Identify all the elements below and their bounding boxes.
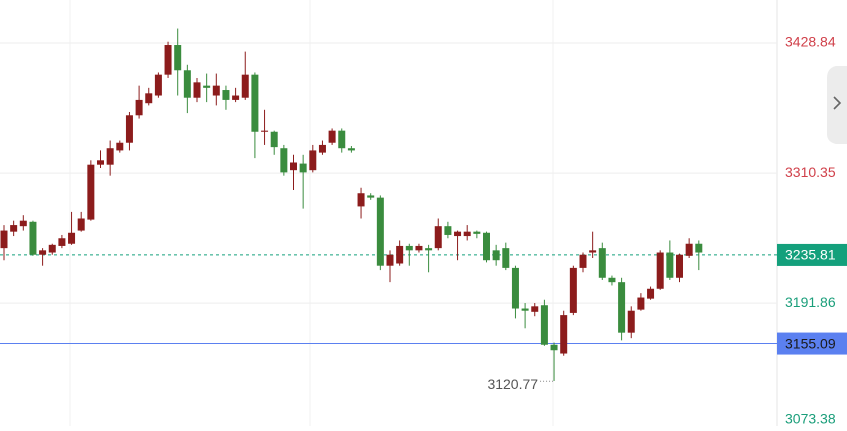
candle-body [434,226,442,249]
candle-body [116,142,124,151]
candle-body [10,225,18,232]
candle-body [183,70,191,98]
candle-body [97,160,104,165]
candle-body [193,82,201,98]
candle-body [232,95,240,100]
candle-body [396,245,404,264]
candle-body [405,245,413,251]
candle-body [415,245,423,251]
candle-body [222,90,230,100]
candle-body [58,238,66,246]
y-tick-label: 3191.86 [785,294,836,310]
candle-body [569,267,577,313]
candle-body [637,297,645,310]
candle-body [270,131,278,148]
y-tick-label: 3073.38 [785,411,836,426]
candle-body [618,282,626,333]
candle-body [483,232,490,261]
candle-body [347,148,355,151]
candle-body [367,195,375,198]
price-line-label: 3155.09 [785,335,836,351]
candle-body [386,254,394,266]
candle-body [685,243,693,256]
expand-arrow[interactable] [833,96,842,110]
candle-body [125,115,133,143]
candle-body [135,99,143,116]
candle-body [164,45,172,75]
candle-body [261,130,269,132]
candle-body [338,130,346,149]
candle-body [174,45,182,71]
candle-body [425,248,433,251]
y-tick-label: 3428.84 [785,34,836,50]
min-label: 3120.77 [487,376,538,392]
candle-body [29,221,37,255]
candle-body [666,252,674,278]
candle-body [48,244,56,253]
candle-body [0,230,8,249]
candle-body [328,130,336,143]
candle-body [695,243,703,253]
price-line-box [777,332,847,355]
candle-body [463,231,471,237]
candle-body [676,254,683,278]
candle-body [106,148,114,165]
candle-body [39,250,47,255]
candle-body [77,218,85,231]
candle-body [492,250,500,261]
candle-body [309,150,317,171]
candle-body [656,252,664,289]
candle-body [241,74,249,98]
candle-body [203,85,211,88]
candle-body [598,248,606,278]
candle-body [454,231,462,237]
candle-body [87,164,95,220]
candle-body [502,248,510,268]
candle-body [290,162,297,171]
candle-body [212,85,220,96]
candle-body [560,315,568,354]
candle-body [145,93,153,104]
candle-body [154,74,162,96]
candle-body [531,306,539,312]
candle-body [376,197,384,266]
candle-body [540,305,548,345]
candle-body [608,277,616,283]
candle-body [589,250,597,253]
candle-body [473,231,481,234]
candle-body [579,254,587,268]
candle-body [550,344,558,351]
candle-body [251,74,259,132]
candle-body [521,308,529,311]
y-tick-label: 3310.35 [785,164,836,180]
candle-body [627,310,635,333]
candle-body [299,163,307,173]
candle-body [280,148,288,173]
candle-body [444,226,452,235]
candle-body [647,288,655,299]
candle-body [318,144,326,153]
last-price-label: 3235.81 [785,247,836,263]
candle-body [19,220,27,227]
candle-body [68,232,76,244]
candle-body [511,267,519,309]
last-price-box [777,243,847,266]
candle-body [357,193,365,207]
